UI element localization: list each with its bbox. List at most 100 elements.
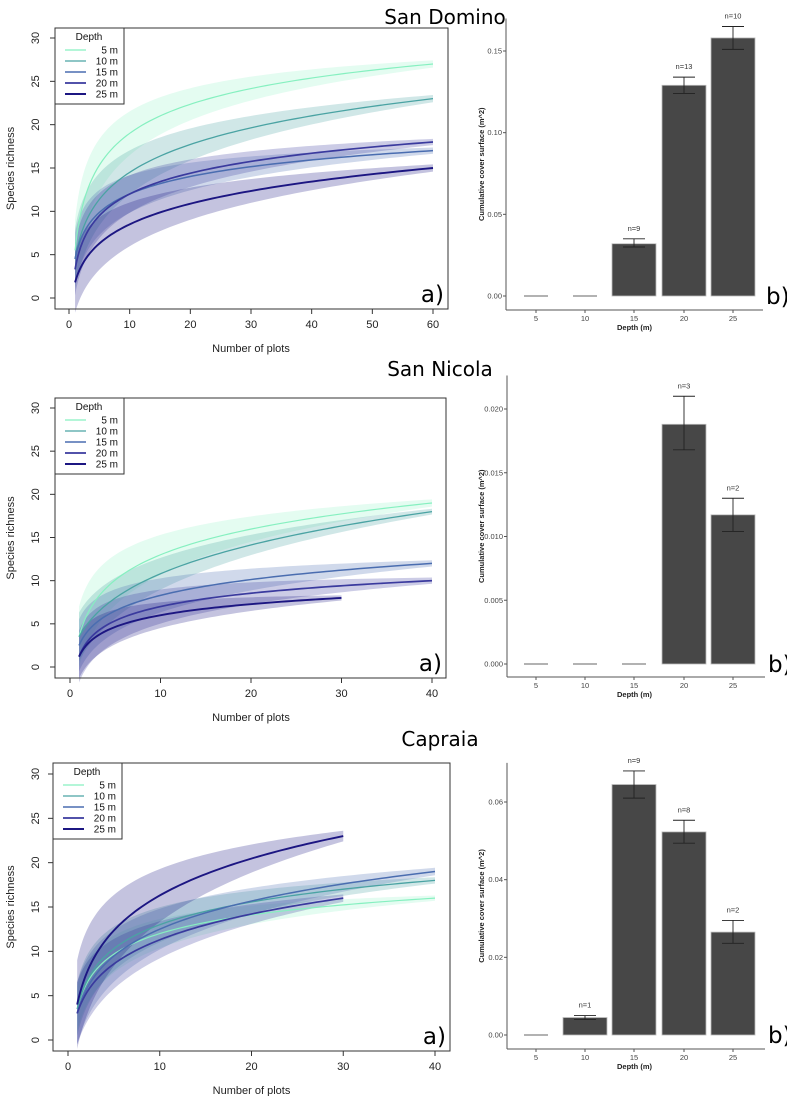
legend-label: 20 m: [96, 449, 118, 460]
y-tick-label: 15: [30, 162, 42, 174]
y-tick-label: 25: [30, 75, 42, 87]
y-tick-label: 0.005: [484, 596, 503, 605]
panel-san-domino: San Domino 0 10 20 30 40 50 60 0 5 10 15 20 25 30 Numbe…: [5, 5, 787, 355]
y-tick-label: 0: [30, 1037, 42, 1043]
legend-label: 10 m: [96, 427, 118, 438]
x-tick-label: 10: [154, 1061, 166, 1073]
y-tick-label: 0: [30, 664, 42, 670]
x-tick-label: 30: [337, 1061, 349, 1073]
series-line-10m: [74, 98, 434, 260]
sample-size-label: n=9: [628, 224, 641, 233]
x-tick-label: 25: [729, 314, 737, 323]
x-axis-label: Depth (m): [617, 1062, 652, 1071]
ci-band-5m: [75, 60, 434, 281]
legend: Depth 5 m10 m15 m20 m25 m: [52, 762, 123, 840]
legend-label: 25 m: [94, 825, 116, 836]
x-tick-label: 15: [630, 314, 638, 323]
ci-band-25m: [79, 595, 342, 679]
y-tick-label: 25: [30, 445, 42, 457]
x-tick-label: 40: [426, 688, 438, 700]
ci-band-20m: [79, 577, 433, 683]
x-axis-label: Number of plots: [212, 712, 290, 724]
x-tick-label: 20: [184, 319, 196, 331]
ci-band-10m: [75, 95, 434, 290]
legend-box: [54, 397, 125, 475]
y-tick-label: 25: [30, 812, 42, 824]
x-tick-label: 0: [66, 319, 72, 331]
y-tick-label: 10: [30, 945, 42, 957]
y-tick-label: 5: [30, 252, 42, 258]
series-line-25m: [78, 596, 342, 658]
sample-size-label: n=10: [725, 12, 742, 21]
y-tick-label: 20: [30, 488, 42, 500]
legend-box: [54, 27, 125, 105]
sample-size-label: n=1: [579, 1001, 592, 1010]
y-tick-label: 5: [30, 621, 42, 627]
legend-title: Depth: [76, 402, 103, 413]
series-line-20m: [76, 897, 344, 1014]
x-tick-label: 10: [581, 681, 589, 690]
x-tick-label: 20: [245, 688, 257, 700]
site-title: Capraia: [401, 727, 478, 751]
rarefaction-chart: 0 10 20 30 40 0 5 10 15 20 25 30 Number of plots Spec…: [5, 397, 447, 724]
x-tick-label: 5: [534, 1053, 538, 1062]
legend-label: 20 m: [96, 79, 118, 90]
legend-label: 5 m: [99, 781, 116, 792]
legend-label: 25 m: [96, 90, 118, 101]
legend-label: 10 m: [94, 792, 116, 803]
legend-label: 5 m: [101, 46, 118, 57]
x-tick-label: 30: [335, 688, 347, 700]
y-tick-label: 0.10: [487, 128, 502, 137]
series-line-10m: [76, 879, 436, 1010]
bar: [611, 784, 657, 1036]
bar: [710, 37, 756, 297]
y-axis-label: Cumulative cover surface (m^2): [477, 849, 486, 963]
ci-band-15m: [77, 867, 436, 1045]
x-tick-label: 30: [245, 319, 257, 331]
x-tick-label: 0: [65, 1061, 71, 1073]
y-tick-label: 0.05: [487, 210, 502, 219]
y-tick-label: 0.00: [487, 292, 502, 301]
x-tick-label: 10: [581, 1053, 589, 1062]
ci-band-15m: [79, 560, 433, 672]
rarefaction-chart: 0 10 20 30 40 50 60 0 5 10 15 20 25 30 Number of plots…: [5, 27, 449, 355]
y-tick-label: 15: [30, 901, 42, 913]
panel-san-nicola: San Nicola 0 10 20 30 40 0 5 10 15 20 25 30 Number of…: [5, 357, 787, 724]
x-tick-label: 0: [67, 688, 73, 700]
bar: [562, 1017, 608, 1036]
legend-label: 15 m: [96, 68, 118, 79]
legend-label: 10 m: [96, 57, 118, 68]
series-line-5m: [76, 897, 436, 1010]
ci-band-5m: [79, 499, 433, 667]
bar: [710, 514, 756, 665]
series-line-20m: [78, 579, 433, 657]
series-line-25m: [74, 167, 434, 283]
y-tick-label: 20: [30, 857, 42, 869]
y-tick-label: 0.00: [488, 1031, 503, 1040]
x-tick-label: 5: [534, 314, 538, 323]
legend: Depth 5 m10 m15 m20 m25 m: [54, 397, 125, 475]
panel-label: a): [419, 651, 442, 677]
y-tick-label: 0.06: [488, 798, 503, 807]
series-line-15m: [76, 870, 436, 1014]
ci-band-10m: [77, 877, 436, 1036]
ci-band-25m: [77, 830, 344, 1049]
y-tick-label: 5: [30, 993, 42, 999]
ci-band-25m: [75, 164, 434, 313]
panel-label: a): [421, 282, 444, 308]
cover-bar-chart: 0.00 0.02 0.04 0.06 5 10 n=1 15 n=9 20 n=8 25 n=2 Dep…: [477, 756, 787, 1071]
y-tick-label: 0.010: [484, 532, 503, 541]
legend-label: 20 m: [94, 814, 116, 825]
x-tick-label: 25: [729, 681, 737, 690]
x-tick-label: 15: [630, 681, 638, 690]
x-tick-label: 20: [680, 1053, 688, 1062]
y-axis-label: Cumulative cover surface (m^2): [477, 107, 486, 221]
x-tick-label: 20: [245, 1061, 257, 1073]
panel-label: a): [423, 1024, 446, 1050]
series-line-20m: [74, 141, 434, 270]
x-tick-label: 10: [154, 688, 166, 700]
x-tick-label: 20: [680, 681, 688, 690]
sample-size-label: n=3: [678, 381, 691, 390]
y-tick-label: 0.020: [484, 405, 503, 414]
